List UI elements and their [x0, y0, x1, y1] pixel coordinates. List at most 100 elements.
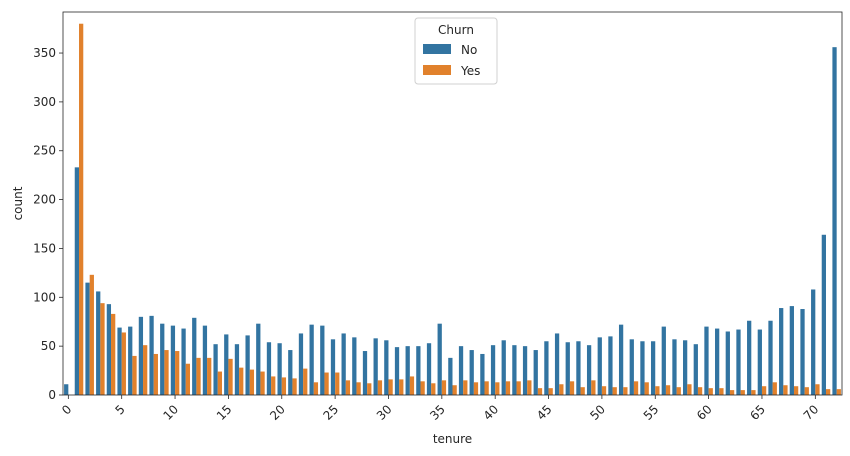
bar-no-39: [480, 353, 485, 395]
bar-yes-67: [783, 385, 788, 395]
bar-no-14: [213, 344, 218, 395]
bar-yes-69: [804, 387, 809, 395]
y-tick-label: 150: [33, 241, 56, 255]
bar-no-19: [266, 342, 272, 395]
bar-yes-40: [495, 382, 500, 395]
bar-yes-17: [249, 369, 255, 395]
bar-yes-22: [303, 368, 308, 395]
bar-no-27: [352, 337, 357, 395]
bar-no-2: [85, 282, 90, 395]
bar-yes-55: [655, 386, 660, 395]
bar-no-42: [512, 345, 517, 395]
bar-no-40: [490, 345, 496, 395]
bar-yes-34: [431, 383, 436, 395]
bar-no-66: [768, 320, 773, 395]
bar-no-62: [725, 331, 730, 395]
x-tick-label: 15: [214, 402, 235, 423]
bar-yes-24: [324, 372, 329, 395]
bar-yes-16: [239, 367, 244, 395]
bar-yes-2: [89, 274, 94, 395]
x-tick-label: 5: [113, 402, 128, 417]
bar-yes-23: [313, 382, 319, 395]
x-tick-label: 40: [481, 402, 502, 423]
bar-yes-14: [217, 371, 222, 395]
bar-yes-66: [772, 382, 777, 395]
x-tick-label: 50: [587, 402, 608, 423]
bar-yes-33: [420, 381, 425, 395]
bar-no-25: [330, 339, 336, 395]
bar-yes-27: [356, 382, 361, 395]
bar-yes-11: [185, 363, 190, 395]
y-tick-label: 350: [33, 46, 56, 60]
bar-yes-57: [676, 387, 681, 395]
x-tick-label: 60: [694, 402, 715, 423]
bar-yes-44: [537, 388, 543, 395]
bar-no-68: [789, 306, 794, 395]
bar-no-4: [106, 304, 112, 395]
bar-yes-19: [271, 376, 276, 395]
bar-yes-58: [687, 384, 692, 395]
bar-no-9: [160, 323, 165, 395]
bar-no-58: [683, 340, 688, 395]
bar-yes-50: [601, 386, 607, 395]
bar-yes-56: [665, 385, 671, 395]
bar-yes-32: [409, 376, 415, 395]
bar-no-55: [650, 341, 656, 395]
bar-no-34: [426, 343, 432, 395]
bar-yes-18: [260, 371, 265, 395]
bar-no-26: [341, 333, 346, 395]
bar-no-30: [384, 340, 389, 395]
bar-no-67: [779, 308, 784, 395]
plot-frame: [62, 11, 843, 396]
bar-yes-70: [815, 384, 820, 395]
bar-yes-10: [175, 351, 180, 395]
bar-yes-3: [100, 303, 105, 395]
bar-yes-63: [740, 390, 745, 395]
bar-no-49: [586, 345, 592, 395]
bar-no-20: [277, 343, 282, 395]
bar-yes-1: [79, 23, 84, 395]
bar-yes-7: [143, 345, 148, 395]
bar-yes-30: [388, 379, 393, 395]
bar-no-35: [437, 323, 442, 395]
bar-yes-26: [345, 380, 351, 395]
legend-swatch-no: [423, 44, 451, 54]
bar-yes-45: [548, 388, 553, 395]
bar-yes-39: [484, 381, 489, 395]
bar-no-24: [320, 325, 325, 395]
bar-no-53: [629, 339, 634, 395]
bar-no-18: [256, 323, 261, 395]
bar-no-21: [288, 350, 293, 395]
bar-no-71: [821, 234, 826, 395]
legend-title: Churn: [438, 23, 474, 37]
bar-yes-36: [452, 385, 457, 395]
bar-yes-38: [473, 382, 479, 395]
bar-no-32: [405, 346, 410, 395]
bar-no-63: [736, 329, 741, 395]
bar-no-51: [608, 336, 613, 395]
bar-no-0: [64, 384, 69, 395]
x-ticks-group: 0 5 10 15 20 25 30 35 40 45 50 55 60 65 70: [59, 395, 821, 423]
bar-no-60: [704, 326, 709, 395]
bar-no-72: [832, 47, 837, 396]
bar-yes-59: [697, 387, 703, 395]
bar-no-47: [565, 342, 570, 395]
bar-yes-68: [793, 386, 799, 395]
bar-no-11: [181, 328, 186, 395]
bar-no-44: [533, 350, 538, 395]
bar-no-37: [458, 346, 464, 395]
bar-yes-28: [367, 383, 372, 395]
x-tick-label: 45: [534, 402, 555, 423]
y-ticks-group: 0 50 100 150 200 250 300 350: [33, 46, 63, 402]
bar-no-61: [715, 328, 720, 395]
bar-no-45: [544, 341, 549, 395]
bar-no-46: [554, 333, 560, 395]
x-tick-label: 70: [801, 402, 822, 423]
bar-no-38: [469, 350, 474, 395]
x-axis-label: tenure: [433, 432, 472, 446]
x-tick-label: 35: [427, 402, 448, 423]
bar-no-52: [618, 324, 624, 395]
bar-no-50: [597, 337, 602, 395]
bar-yes-72: [836, 389, 841, 395]
